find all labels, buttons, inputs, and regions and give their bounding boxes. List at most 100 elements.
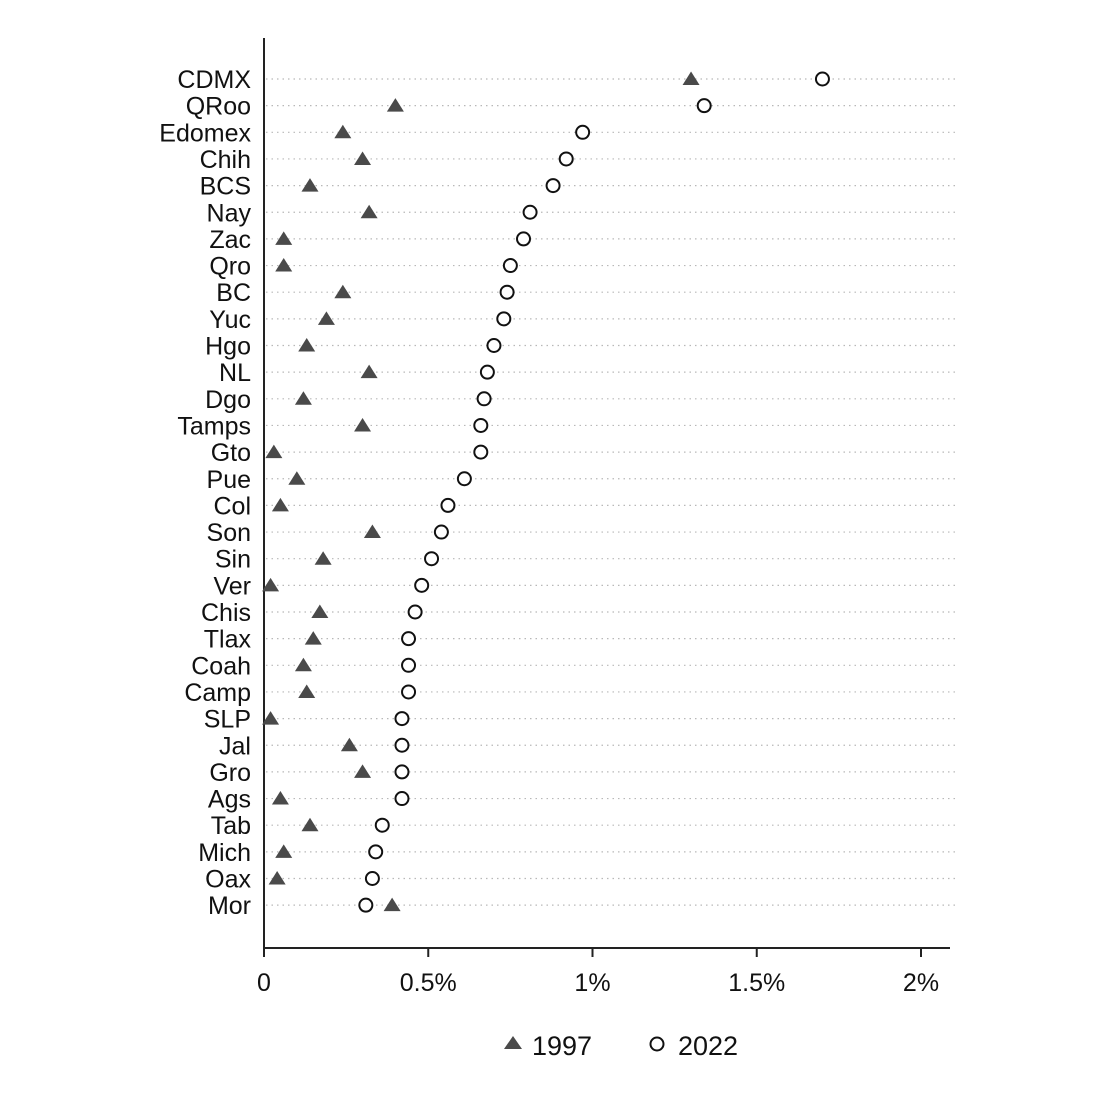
point-2022 [558, 151, 574, 167]
point-2022 [394, 791, 410, 807]
category-label: Nay [207, 199, 252, 227]
point-2022 [414, 577, 430, 593]
category-label: Qro [209, 253, 251, 281]
point-2022 [476, 391, 492, 407]
x-ticks-group: 0 0.5% 1% 1.5% 2% [257, 948, 939, 997]
point-2022 [401, 631, 417, 647]
category-label: Jal [219, 732, 251, 760]
point-2022 [394, 711, 410, 727]
category-label: Tlax [204, 626, 252, 654]
category-label: Chih [200, 146, 251, 174]
legend-label-1997: 1997 [532, 1031, 592, 1061]
point-2022 [496, 311, 512, 327]
category-label: BC [216, 279, 251, 307]
category-label: CDMX [177, 66, 251, 94]
point-2022 [358, 897, 374, 913]
point-1997 [340, 737, 358, 752]
point-1997 [265, 444, 283, 459]
point-2022 [401, 657, 417, 673]
category-label: Pue [207, 466, 251, 494]
point-2022 [401, 684, 417, 700]
category-label: Gro [209, 759, 251, 787]
point-2022 [473, 444, 489, 460]
point-1997 [298, 338, 316, 352]
category-label: Camp [184, 679, 251, 707]
point-2022 [364, 871, 380, 886]
point-2022 [433, 524, 449, 540]
point-2022 [374, 817, 390, 833]
point-1997 [262, 577, 280, 592]
point-2022 [502, 258, 518, 274]
point-2022 [394, 737, 410, 753]
point-2022 [522, 204, 538, 220]
point-1997 [304, 631, 322, 645]
category-label: Oax [205, 866, 251, 894]
point-1997 [262, 711, 280, 725]
category-label: NL [219, 359, 251, 387]
point-2022 [486, 338, 502, 353]
point-2022 [407, 604, 423, 620]
point-2022 [545, 178, 561, 194]
point-1997 [275, 258, 293, 272]
point-1997 [317, 311, 335, 325]
point-1997 [314, 551, 332, 565]
series-2022-markers [358, 71, 830, 913]
point-1997 [360, 364, 378, 379]
category-labels-group: CDMXQRooEdomexChihBCSNayZacQroBCYucHgoNL… [159, 66, 251, 920]
legend-1997-triangle-icon [504, 1036, 522, 1049]
legend-label-2022: 2022 [678, 1031, 738, 1061]
point-1997 [288, 471, 306, 485]
guide-lines-group [266, 78, 955, 906]
point-1997 [275, 231, 293, 245]
legend-2022-circle-icon [649, 1036, 665, 1052]
category-label: Son [207, 519, 251, 547]
x-tick-label: 1.5% [728, 969, 785, 997]
point-1997 [271, 791, 289, 805]
point-1997 [334, 124, 352, 139]
category-label: Hgo [205, 333, 251, 361]
point-1997 [294, 391, 312, 405]
point-2022 [516, 231, 532, 247]
category-label: Tab [211, 812, 251, 840]
point-1997 [294, 657, 312, 672]
point-1997 [334, 284, 352, 299]
point-1997 [301, 817, 319, 832]
category-label: Edomex [159, 119, 251, 147]
point-1997 [298, 684, 316, 698]
x-tick-label: 0.5% [400, 969, 457, 997]
category-label: QRoo [186, 93, 251, 121]
point-1997 [354, 417, 372, 432]
point-1997 [386, 98, 404, 112]
point-1997 [363, 524, 381, 539]
category-label: Yuc [209, 306, 251, 334]
point-1997 [268, 871, 286, 885]
category-label: BCS [200, 173, 251, 201]
point-2022 [473, 417, 489, 433]
category-label: Chis [201, 599, 251, 627]
point-1997 [271, 497, 289, 512]
category-label: SLP [204, 706, 251, 734]
category-label: Dgo [205, 386, 251, 414]
category-label: Tamps [177, 412, 251, 440]
category-label: Sin [215, 546, 251, 574]
point-2022 [575, 124, 591, 140]
category-label: Gto [211, 439, 251, 467]
point-1997 [383, 897, 401, 912]
point-2022 [696, 98, 712, 114]
point-2022 [479, 364, 495, 380]
axes-group [263, 38, 950, 949]
point-2022 [394, 764, 410, 780]
category-label: Col [213, 492, 251, 520]
point-1997 [360, 204, 378, 219]
category-label: Ver [213, 572, 251, 600]
point-2022 [368, 844, 384, 860]
point-2022 [440, 497, 456, 513]
point-2022 [814, 71, 830, 87]
x-tick-label: 2% [903, 969, 939, 997]
point-2022 [456, 471, 472, 487]
point-2022 [499, 284, 515, 300]
point-1997 [354, 764, 372, 778]
point-1997 [301, 178, 319, 192]
